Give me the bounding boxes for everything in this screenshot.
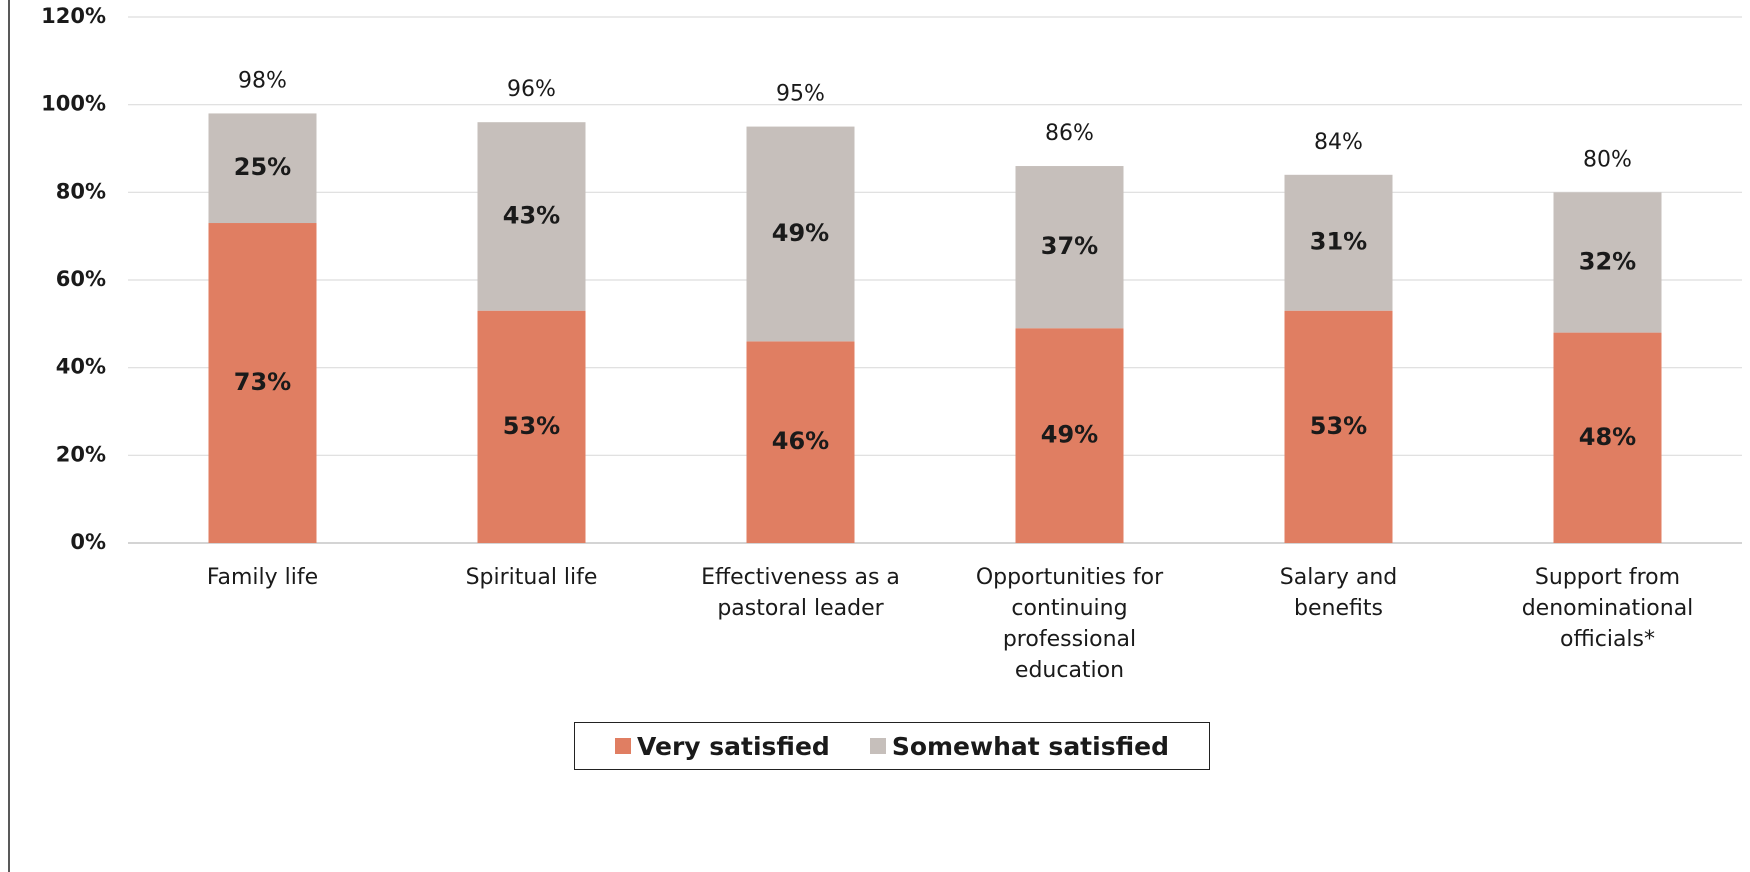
- data-label: 53%: [1310, 412, 1367, 440]
- legend-swatch: [869, 738, 886, 754]
- total-label: 96%: [507, 77, 556, 102]
- data-label: 43%: [503, 201, 560, 229]
- data-label: 53%: [503, 412, 560, 440]
- x-tick-label: Effectiveness as a pastoral leader: [701, 565, 900, 621]
- bar-segment: [477, 122, 586, 311]
- bar-segment: [746, 126, 855, 342]
- bar-segment: [1284, 174, 1393, 311]
- bar-segment: [1553, 192, 1662, 333]
- bar-segment: [1015, 166, 1124, 329]
- legend-label: Very satisfied: [637, 731, 830, 761]
- legend-swatch: [615, 738, 632, 754]
- total-label: 84%: [1314, 130, 1363, 155]
- bar-segment: [1015, 328, 1124, 543]
- total-label: 98%: [238, 68, 287, 93]
- legend-label: Somewhat satisfied: [891, 731, 1169, 761]
- bar-segment: [477, 310, 586, 543]
- x-tick-label: Family life: [206, 565, 319, 590]
- legend-item: Very satisfied: [615, 732, 830, 761]
- data-label: 48%: [1579, 423, 1636, 451]
- data-label: 31%: [1310, 228, 1367, 256]
- legend-item: Somewhat satisfied: [869, 731, 1169, 761]
- total-label: 95%: [776, 82, 825, 107]
- bar-segment: [746, 341, 855, 543]
- x-tick-label: Salary and benefits: [1279, 565, 1398, 621]
- y-tick-label: 0%: [70, 530, 106, 554]
- x-tick-label: Opportunities for continuing professiona…: [975, 565, 1164, 683]
- y-tick-label: 100%: [41, 92, 106, 116]
- y-tick-label: 80%: [56, 179, 106, 203]
- data-label: 49%: [1041, 421, 1098, 449]
- data-label: 46%: [772, 427, 829, 455]
- bar-segment: [208, 223, 317, 543]
- data-label: 25%: [234, 153, 291, 181]
- data-label: 73%: [234, 368, 291, 396]
- y-tick-label: 60%: [56, 267, 106, 291]
- data-label: 32%: [1579, 247, 1636, 275]
- bar-segment: [1553, 332, 1662, 543]
- x-tick-label: Support from denominational officials*: [1521, 565, 1694, 652]
- bar-segment: [208, 113, 317, 224]
- data-label: 37%: [1041, 232, 1098, 260]
- y-tick-label: 20%: [56, 442, 106, 466]
- bar-segment: [1284, 310, 1393, 543]
- x-tick-label: Spiritual life: [465, 565, 598, 590]
- total-label: 86%: [1045, 121, 1094, 146]
- y-tick-label: 120%: [41, 4, 106, 28]
- legend: Very satisfied Somewhat satisfied: [574, 722, 1210, 770]
- data-label: 49%: [772, 219, 829, 247]
- total-label: 80%: [1583, 147, 1632, 172]
- y-tick-label: 40%: [56, 355, 106, 379]
